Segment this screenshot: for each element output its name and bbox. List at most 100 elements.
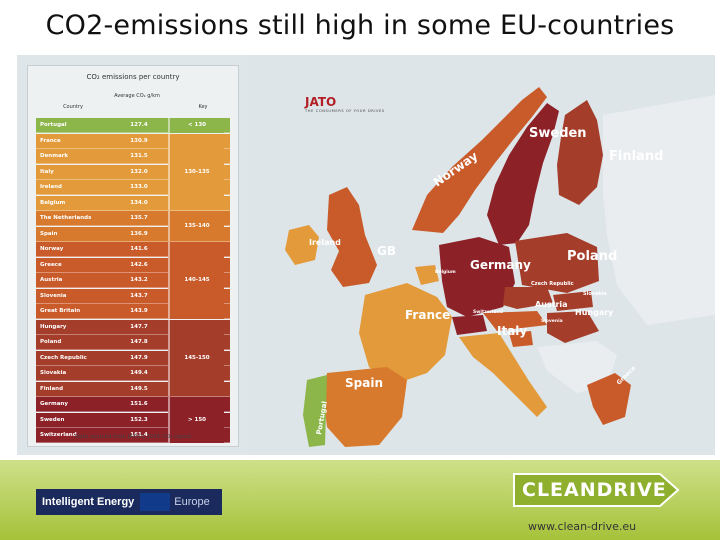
row-value: 143.9 xyxy=(130,308,148,314)
map-label-switzerland: Switzerland xyxy=(473,309,503,315)
row-country: Norway xyxy=(40,246,64,252)
key-range: 145-150 xyxy=(168,319,224,396)
map-slovenia xyxy=(509,331,533,347)
row-value: 133.0 xyxy=(130,184,148,190)
map-hungary xyxy=(547,311,599,343)
jato-logo-name: JATO xyxy=(305,95,337,109)
map-greece xyxy=(587,373,631,425)
row-country: Ireland xyxy=(40,184,62,190)
footer-bar: Intelligent Energy Europe CLEANDRIVE www… xyxy=(0,460,720,540)
key-range: > 150 xyxy=(168,397,224,443)
map-gb xyxy=(327,187,377,287)
row-country: Austria xyxy=(40,277,63,283)
intelligent-energy-logo: Intelligent Energy Europe xyxy=(36,489,222,515)
row-value: 134.0 xyxy=(130,199,148,206)
row-divider xyxy=(36,225,230,226)
jato-logo-tagline: THE CONSUMERS OF YOUR DRIVES xyxy=(305,109,385,113)
map-austria xyxy=(483,311,547,331)
map-label-spain: Spain xyxy=(345,376,383,390)
key-range: < 130 xyxy=(168,118,224,133)
website-url: www.clean-drive.eu xyxy=(528,520,637,533)
map-label-slovenia: Slovenia xyxy=(541,318,563,324)
row-divider xyxy=(36,178,230,180)
row-country: France xyxy=(40,137,61,144)
cleandrive-logo-text: CLEANDRIVE xyxy=(522,479,667,501)
ie-logo-text: Intelligent Energy xyxy=(42,496,135,508)
row-value: 147.7 xyxy=(130,323,148,330)
table-footer: Data sourced from JATO's 2010 CO₂ report xyxy=(74,434,192,440)
row-divider xyxy=(36,194,230,195)
map-label-sweden: Sweden xyxy=(529,126,587,141)
row-divider xyxy=(36,147,230,149)
europe-map: Sweden Finland Norway Ireland GB Germany… xyxy=(247,55,715,455)
map-poland xyxy=(515,233,599,293)
map-label-austria: Austria xyxy=(535,300,568,309)
map-sweden xyxy=(487,103,559,245)
header-average: Average CO₂ g/km xyxy=(114,93,160,99)
key-range: 130-135 xyxy=(168,133,224,210)
map-slovakia xyxy=(553,291,593,311)
row-divider xyxy=(36,364,230,366)
emissions-table: CO₂ emissions per country Country Averag… xyxy=(27,65,239,447)
map-belgium xyxy=(415,265,439,285)
map-ireland xyxy=(285,225,319,265)
row-value: 152.3 xyxy=(130,416,148,423)
row-divider xyxy=(36,163,230,164)
map-france xyxy=(359,283,452,385)
map-label-slovakia: Slovakia xyxy=(583,291,607,297)
row-country: Finland xyxy=(40,385,64,392)
row-value: 147.8 xyxy=(130,339,148,345)
row-value: 132.0 xyxy=(130,168,148,175)
row-value: 136.9 xyxy=(130,230,148,237)
row-country: Czech Republic xyxy=(40,354,87,361)
cleandrive-logo xyxy=(513,473,680,507)
row-value: 141.6 xyxy=(130,246,148,252)
row-country: Belgium xyxy=(40,199,66,206)
eu-flag-icon xyxy=(140,493,171,511)
header-key: Key xyxy=(198,104,208,110)
map-label-gb: GB xyxy=(377,244,396,258)
row-value: 147.9 xyxy=(130,354,148,361)
row-country: Slovakia xyxy=(40,370,67,376)
row-value: 161.4 xyxy=(130,432,148,438)
row-divider xyxy=(36,132,230,133)
key-range: 140-145 xyxy=(168,242,224,319)
map-norway xyxy=(412,87,547,233)
map-switzerland xyxy=(452,315,487,335)
row-country: Portugal xyxy=(40,122,67,128)
row-value: 135.7 xyxy=(130,215,148,221)
row-divider xyxy=(36,333,230,335)
row-country: Sweden xyxy=(40,416,65,423)
row-divider xyxy=(36,349,230,350)
row-divider xyxy=(36,318,230,319)
row-country: Slovenia xyxy=(40,292,67,299)
row-divider xyxy=(36,240,230,242)
row-divider xyxy=(36,426,230,428)
jato-logo: JATO THE CONSUMERS OF YOUR DRIVES xyxy=(305,95,385,113)
row-divider xyxy=(36,302,230,304)
map-spain xyxy=(323,367,407,447)
row-country: Poland xyxy=(40,339,62,345)
row-divider xyxy=(36,256,230,257)
map-label-finland: Finland xyxy=(609,149,663,164)
row-country: Germany xyxy=(40,401,68,407)
map-portugal xyxy=(303,375,327,447)
map-label-czech: Czech Republic xyxy=(531,281,574,287)
map-label-germany: Germany xyxy=(470,258,531,272)
row-value: 151.6 xyxy=(130,401,148,407)
row-country: Italy xyxy=(40,168,54,175)
row-divider xyxy=(36,442,230,443)
ie-logo-europe: Europe xyxy=(174,496,210,508)
map-label-poland: Poland xyxy=(567,249,617,264)
map-germany xyxy=(439,237,515,317)
table-title: CO₂ emissions per country xyxy=(86,73,180,81)
row-divider xyxy=(36,271,230,273)
row-value: 142.6 xyxy=(130,261,148,268)
row-divider xyxy=(36,411,230,412)
map-label-france: France xyxy=(405,308,450,322)
row-country: Greece xyxy=(40,261,62,268)
row-divider xyxy=(36,380,230,381)
row-country: Hungary xyxy=(40,323,67,330)
row-value: 143.2 xyxy=(130,277,148,283)
row-country: Switzerland xyxy=(40,432,77,438)
